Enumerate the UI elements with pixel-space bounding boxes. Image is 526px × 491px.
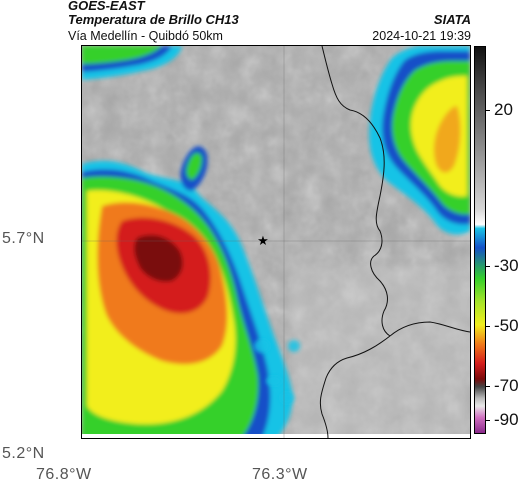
lon-label-76-8: 76.8°W	[36, 466, 92, 483]
colorbar-tick-neg50	[485, 326, 490, 327]
satellite-title: GOES-EAST	[68, 0, 145, 13]
colorbar-tick-neg90	[485, 420, 490, 421]
lat-label-5-7: 5.7°N	[2, 230, 45, 247]
light-gray-lower-right	[292, 266, 470, 438]
organization-label: SIATA	[433, 12, 471, 27]
satellite-map: ★	[81, 45, 471, 439]
storm-cloud-top-left	[82, 46, 182, 80]
colorbar-tick-neg30	[485, 266, 490, 267]
colorbar	[474, 46, 486, 434]
cloud-wisps	[254, 339, 300, 404]
product-title: Temperatura de Brillo CH13	[68, 12, 239, 27]
lat-label-5-2: 5.2°N	[2, 445, 45, 462]
colorbar-label-neg90: -90	[494, 410, 519, 429]
colorbar-label-20: 20	[494, 100, 513, 119]
colorbar-label-neg50: -50	[494, 316, 519, 335]
colorbar-tick-20	[485, 110, 490, 111]
storm-cloud-top-right	[369, 46, 470, 235]
timestamp-label: 2024-10-21 19:39	[372, 29, 471, 43]
admin-boundaries	[319, 46, 470, 438]
colorbar-label-neg30: -30	[494, 256, 519, 275]
colorbar-tick-neg70	[485, 386, 490, 387]
no-data-band	[82, 434, 470, 438]
storm-cloud-left	[82, 146, 293, 438]
route-subtitle: Vía Medellín - Quibdó 50km	[68, 29, 223, 43]
star-icon: ★	[257, 234, 269, 249]
colorbar-label-neg70: -70	[494, 376, 519, 395]
lon-label-76-3: 76.3°W	[252, 466, 308, 483]
